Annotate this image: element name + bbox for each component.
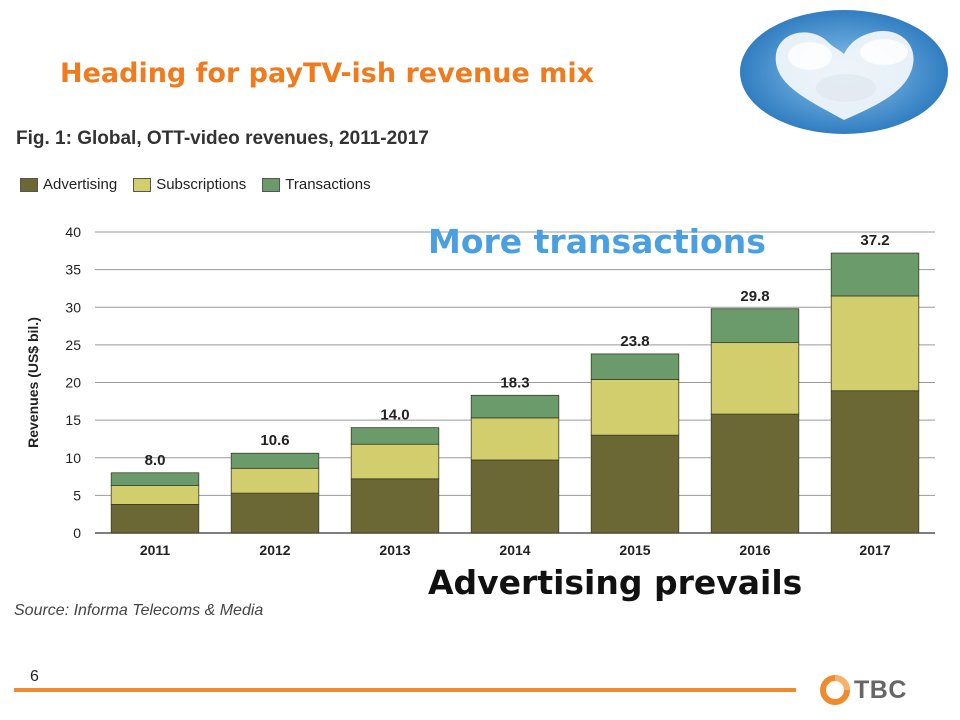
y-tick-label: 30 [65, 299, 81, 315]
slide-title: Heading for payTV-ish revenue mix [60, 58, 594, 89]
total-data-label: 8.0 [145, 452, 166, 469]
x-tick-label: 2017 [859, 542, 890, 558]
bar-subscriptions-2014 [470, 417, 560, 461]
heart-cloud-image [740, 10, 948, 134]
bar-transactions-2011 [110, 472, 200, 486]
bar-transactions-2013 [350, 427, 440, 445]
y-tick-label: 10 [65, 450, 81, 466]
bar-advertising-2012 [230, 492, 320, 534]
y-tick-label: 40 [65, 224, 81, 240]
bar-subscriptions-2011 [110, 485, 200, 505]
y-tick-label: 15 [65, 412, 81, 428]
total-data-label: 23.8 [620, 333, 649, 350]
x-tick-label: 2016 [739, 542, 770, 558]
legend-swatch-subscriptions [133, 177, 152, 192]
bar-advertising-2011 [110, 504, 200, 534]
y-axis-label: Revenues (US$ bil.) [25, 317, 41, 448]
x-tick-label: 2011 [140, 542, 171, 558]
bar-advertising-2015 [590, 434, 680, 534]
company-logo: TBC [818, 673, 907, 707]
bar-advertising-2016 [710, 413, 800, 534]
bar-advertising-2017 [830, 390, 920, 534]
chart-source: Source: Informa Telecoms & Media [14, 602, 264, 619]
y-tick-label: 20 [65, 375, 81, 391]
legend-swatch-advertising [20, 177, 38, 192]
bar-advertising-2013 [350, 478, 440, 534]
bar-subscriptions-2017 [830, 295, 920, 392]
bar-transactions-2012 [230, 452, 320, 469]
bar-subscriptions-2013 [350, 443, 440, 480]
total-data-label: 14.0 [380, 407, 409, 424]
x-tick-label: 2013 [379, 542, 410, 558]
y-tick-label: 25 [65, 337, 81, 353]
bar-transactions-2016 [710, 308, 800, 344]
legend-item-transactions: Transactions [262, 176, 371, 193]
total-data-label: 37.2 [860, 232, 889, 249]
total-data-label: 18.3 [500, 374, 529, 391]
page-number: 6 [30, 668, 39, 685]
bar-subscriptions-2016 [710, 342, 800, 415]
logo-text: TBC [854, 675, 907, 704]
legend-label-advertising: Advertising [43, 176, 118, 193]
footer-divider [14, 688, 796, 692]
chart-legend: Advertising Subscriptions Transactions [20, 176, 371, 193]
bar-transactions-2017 [830, 252, 920, 297]
callout-advertising-prevails: Advertising prevails [428, 563, 803, 602]
bar-advertising-2014 [470, 459, 560, 534]
x-tick-label: 2015 [619, 542, 650, 558]
x-tick-label: 2014 [499, 542, 530, 558]
legend-label-transactions: Transactions [285, 176, 371, 193]
bar-subscriptions-2012 [230, 467, 320, 494]
logo-ring-icon [820, 675, 850, 705]
bar-transactions-2014 [470, 394, 560, 419]
y-tick-label: 5 [73, 487, 81, 503]
y-tick-label: 0 [73, 525, 81, 541]
legend-item-subscriptions: Subscriptions [133, 176, 246, 193]
chart-title: Fig. 1: Global, OTT-video revenues, 2011… [16, 128, 429, 149]
y-tick-label: 35 [65, 262, 81, 278]
legend-label-subscriptions: Subscriptions [156, 176, 247, 193]
legend-item-advertising: Advertising [20, 176, 117, 193]
total-data-label: 10.6 [260, 432, 289, 449]
legend-swatch-transactions [262, 177, 281, 192]
bar-subscriptions-2015 [590, 379, 680, 436]
bar-transactions-2015 [590, 353, 680, 380]
x-tick-label: 2012 [259, 542, 290, 558]
callout-more-transactions: More transactions [428, 222, 766, 261]
total-data-label: 29.8 [740, 288, 769, 305]
